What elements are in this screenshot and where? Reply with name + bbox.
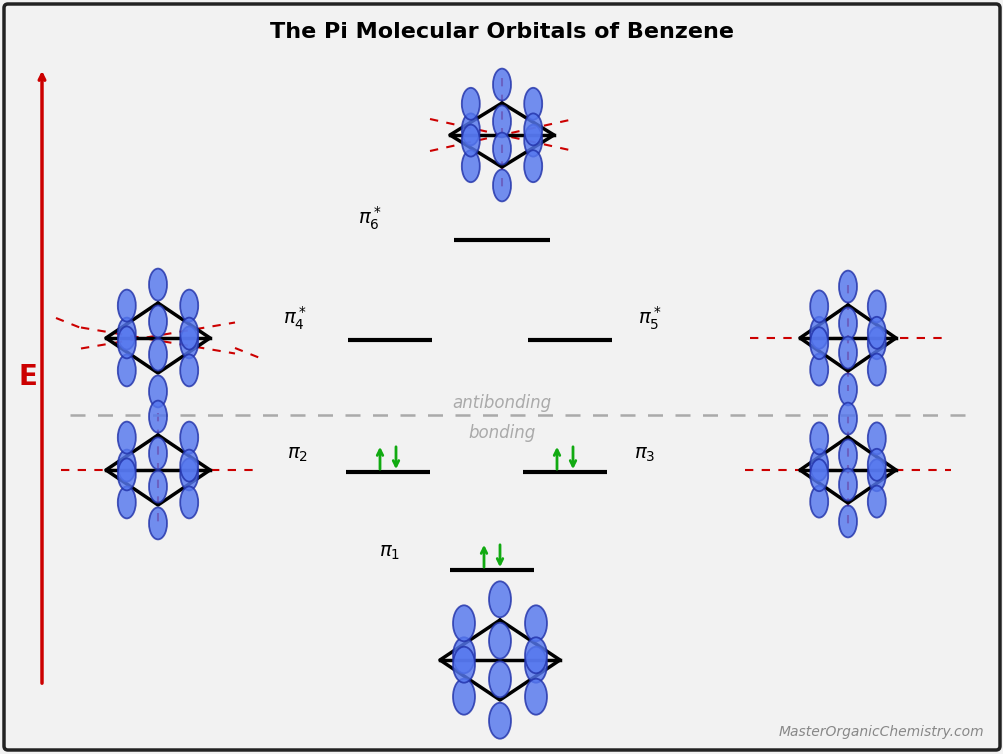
Ellipse shape xyxy=(809,486,827,517)
Ellipse shape xyxy=(867,459,885,491)
Ellipse shape xyxy=(461,150,479,182)
Ellipse shape xyxy=(117,486,135,519)
Ellipse shape xyxy=(867,354,885,385)
Ellipse shape xyxy=(492,170,511,201)
Ellipse shape xyxy=(461,124,479,157)
Ellipse shape xyxy=(524,113,542,146)
Ellipse shape xyxy=(525,605,547,642)
Ellipse shape xyxy=(839,308,857,339)
Ellipse shape xyxy=(148,437,166,470)
Ellipse shape xyxy=(524,124,542,157)
Ellipse shape xyxy=(461,113,479,146)
Ellipse shape xyxy=(492,133,511,164)
Ellipse shape xyxy=(867,317,885,349)
Ellipse shape xyxy=(809,327,827,359)
Text: antibonding: antibonding xyxy=(452,394,551,412)
Ellipse shape xyxy=(809,459,827,491)
Text: The Pi Molecular Orbitals of Benzene: The Pi Molecular Orbitals of Benzene xyxy=(270,22,733,42)
Ellipse shape xyxy=(148,470,166,503)
Ellipse shape xyxy=(525,637,547,673)
Ellipse shape xyxy=(488,623,511,659)
Ellipse shape xyxy=(452,605,474,642)
Ellipse shape xyxy=(839,271,857,302)
Ellipse shape xyxy=(452,637,474,673)
Text: $\pi_5^*$: $\pi_5^*$ xyxy=(638,305,661,332)
Ellipse shape xyxy=(148,339,166,371)
Ellipse shape xyxy=(180,317,198,350)
Ellipse shape xyxy=(180,326,198,358)
Ellipse shape xyxy=(180,421,198,454)
Ellipse shape xyxy=(117,458,135,490)
Ellipse shape xyxy=(867,422,885,455)
Ellipse shape xyxy=(148,305,166,337)
Ellipse shape xyxy=(148,268,166,301)
Ellipse shape xyxy=(492,69,511,100)
Ellipse shape xyxy=(839,373,857,406)
Ellipse shape xyxy=(492,106,511,137)
Ellipse shape xyxy=(524,150,542,182)
Text: MasterOrganicChemistry.com: MasterOrganicChemistry.com xyxy=(777,725,983,739)
Text: $\pi_1$: $\pi_1$ xyxy=(379,543,400,562)
Text: $\pi_2$: $\pi_2$ xyxy=(286,445,307,464)
Ellipse shape xyxy=(452,647,474,682)
Ellipse shape xyxy=(839,403,857,434)
Text: E: E xyxy=(18,363,37,391)
Ellipse shape xyxy=(180,354,198,386)
Ellipse shape xyxy=(867,290,885,323)
Ellipse shape xyxy=(867,486,885,517)
Ellipse shape xyxy=(117,290,135,322)
Text: $\pi_4^*$: $\pi_4^*$ xyxy=(283,305,307,332)
Ellipse shape xyxy=(488,581,511,618)
Ellipse shape xyxy=(117,421,135,454)
Text: $\pi_3$: $\pi_3$ xyxy=(634,445,655,464)
Ellipse shape xyxy=(117,449,135,482)
Ellipse shape xyxy=(525,679,547,715)
Ellipse shape xyxy=(839,440,857,471)
Ellipse shape xyxy=(809,449,827,481)
Text: $\pi_6^*$: $\pi_6^*$ xyxy=(358,204,381,232)
Ellipse shape xyxy=(117,317,135,350)
Ellipse shape xyxy=(524,87,542,120)
Ellipse shape xyxy=(809,354,827,385)
Ellipse shape xyxy=(461,87,479,120)
Ellipse shape xyxy=(180,290,198,322)
Ellipse shape xyxy=(525,647,547,682)
Ellipse shape xyxy=(809,317,827,349)
Ellipse shape xyxy=(148,400,166,433)
Ellipse shape xyxy=(488,703,511,739)
Ellipse shape xyxy=(867,327,885,359)
Ellipse shape xyxy=(839,505,857,538)
Ellipse shape xyxy=(117,354,135,386)
Ellipse shape xyxy=(117,326,135,358)
Ellipse shape xyxy=(839,336,857,369)
Ellipse shape xyxy=(452,679,474,715)
Ellipse shape xyxy=(180,486,198,519)
Ellipse shape xyxy=(488,661,511,697)
Ellipse shape xyxy=(809,290,827,323)
Ellipse shape xyxy=(839,468,857,501)
Ellipse shape xyxy=(148,375,166,407)
Ellipse shape xyxy=(180,458,198,490)
Ellipse shape xyxy=(148,507,166,539)
Ellipse shape xyxy=(867,449,885,481)
Ellipse shape xyxy=(180,449,198,482)
Ellipse shape xyxy=(809,422,827,455)
Text: bonding: bonding xyxy=(468,424,535,442)
FancyBboxPatch shape xyxy=(4,4,999,750)
